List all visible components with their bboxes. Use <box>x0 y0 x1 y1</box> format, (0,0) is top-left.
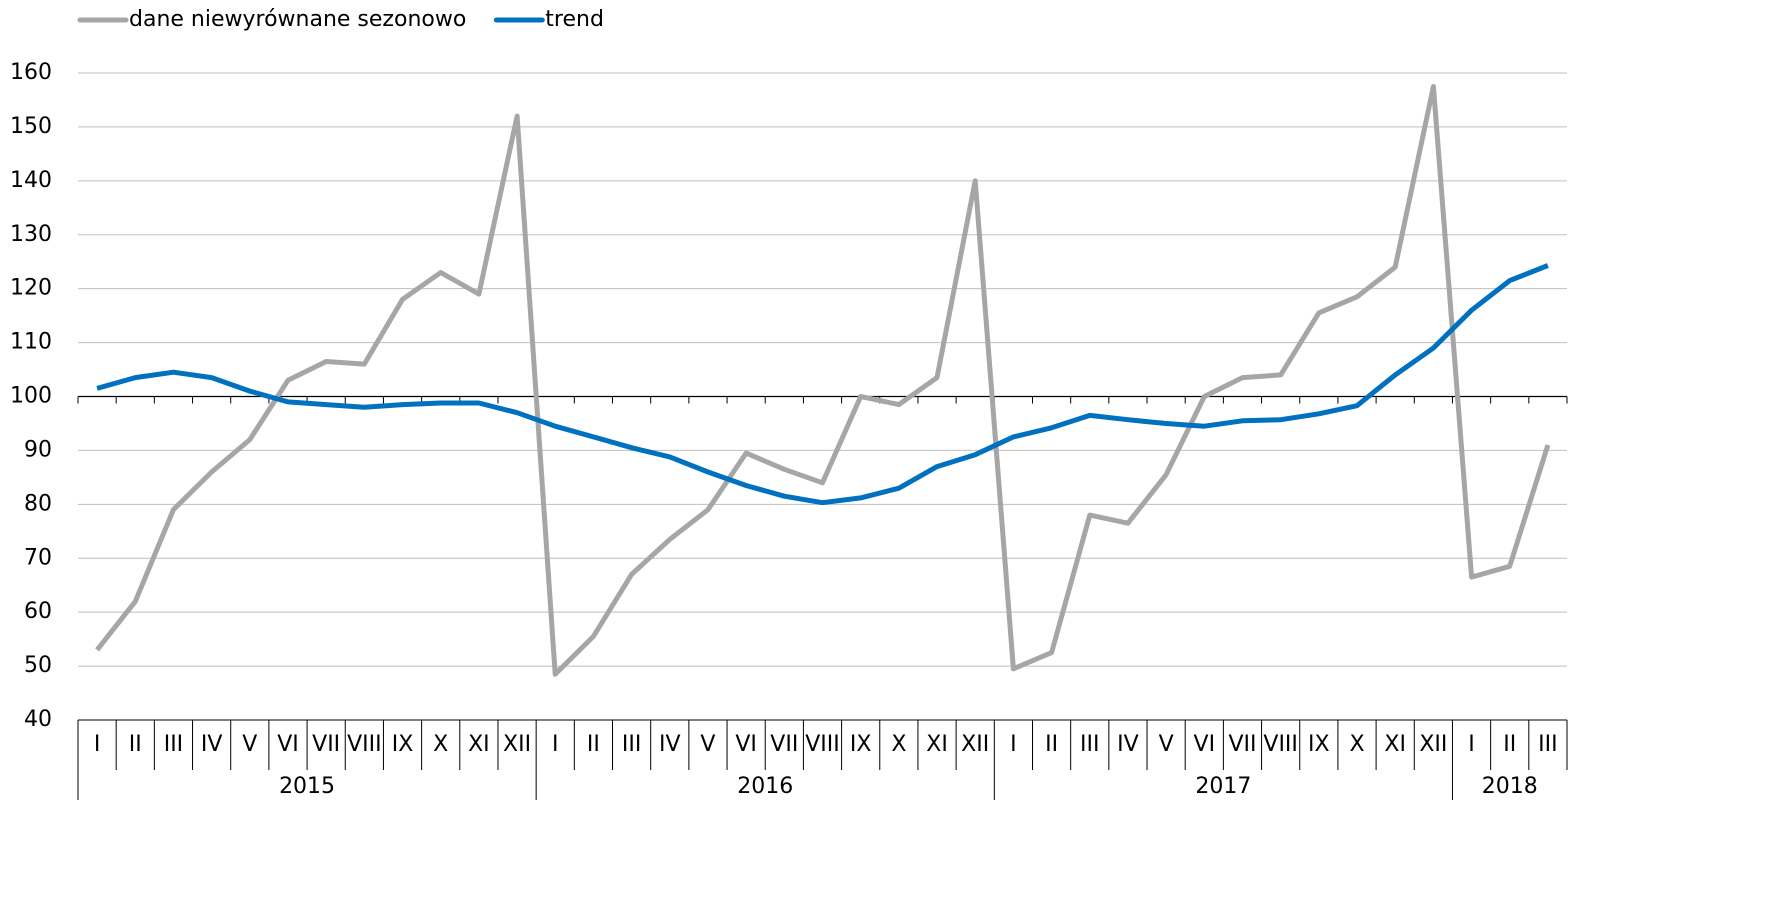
x-tick-label: I <box>94 732 101 757</box>
series-line <box>95 84 1551 677</box>
x-tick-label: IX <box>1308 732 1330 757</box>
x-tick-label: VIII <box>347 732 382 757</box>
x-tick-label: VI <box>277 732 299 757</box>
x-tick-label: IV <box>1117 732 1139 757</box>
y-tick-label: 80 <box>24 491 52 516</box>
legend-label: trend <box>545 7 604 32</box>
x-tick-label: III <box>1538 732 1557 757</box>
y-tick-label: 120 <box>10 276 52 301</box>
x-tick-label: IX <box>392 732 414 757</box>
x-tick-label: XI <box>468 732 490 757</box>
x-tick-label: XII <box>961 732 989 757</box>
x-tick-label: XII <box>503 732 531 757</box>
x-tick-label: X <box>1349 732 1364 757</box>
y-tick-label: 70 <box>24 545 52 570</box>
y-tick-label: 130 <box>10 222 52 247</box>
x-tick-label: VII <box>312 732 340 757</box>
x-tick-label: X <box>433 732 448 757</box>
x-tick-label: VII <box>1228 732 1256 757</box>
x-tick-label: XI <box>1384 732 1406 757</box>
x-tick-label: I <box>1468 732 1475 757</box>
x-tick-label: II <box>1045 732 1058 757</box>
x-tick-label: II <box>129 732 142 757</box>
x-tick-label: IV <box>201 732 223 757</box>
x-tick-label: V <box>242 732 257 757</box>
x-tick-label: VI <box>1194 732 1216 757</box>
x-tick-label: VIII <box>805 732 840 757</box>
x-tick-label: VII <box>770 732 798 757</box>
y-tick-label: 140 <box>10 168 52 193</box>
x-tick-label: IV <box>659 732 681 757</box>
x-tick-label: X <box>891 732 906 757</box>
x-tick-label: IX <box>850 732 872 757</box>
y-tick-label: 150 <box>10 114 52 139</box>
x-tick-label: V <box>700 732 715 757</box>
x-tick-label: II <box>587 732 600 757</box>
series-line <box>96 263 1549 506</box>
y-tick-label: 60 <box>24 599 52 624</box>
y-tick-label: 160 <box>10 60 52 85</box>
x-tick-label: V <box>1159 732 1174 757</box>
y-tick-label: 110 <box>10 330 52 355</box>
y-tick-label: 40 <box>24 707 52 732</box>
group-label: 2016 <box>737 774 793 799</box>
group-label: 2018 <box>1482 774 1538 799</box>
y-tick-label: 90 <box>24 437 52 462</box>
group-label: 2017 <box>1195 774 1251 799</box>
x-tick-label: III <box>622 732 641 757</box>
x-tick-label: VIII <box>1263 732 1298 757</box>
legend-label: dane niewyrównane sezonowo <box>129 7 466 32</box>
x-tick-label: III <box>1080 732 1099 757</box>
y-tick-label: 100 <box>10 384 52 409</box>
x-tick-label: I <box>552 732 559 757</box>
x-tick-label: XII <box>1419 732 1447 757</box>
x-tick-label: III <box>164 732 183 757</box>
y-tick-label: 50 <box>24 653 52 678</box>
x-tick-label: XI <box>926 732 948 757</box>
x-tick-label: I <box>1010 732 1017 757</box>
x-tick-label: VI <box>735 732 757 757</box>
group-label: 2015 <box>279 774 335 799</box>
x-tick-label: II <box>1503 732 1516 757</box>
